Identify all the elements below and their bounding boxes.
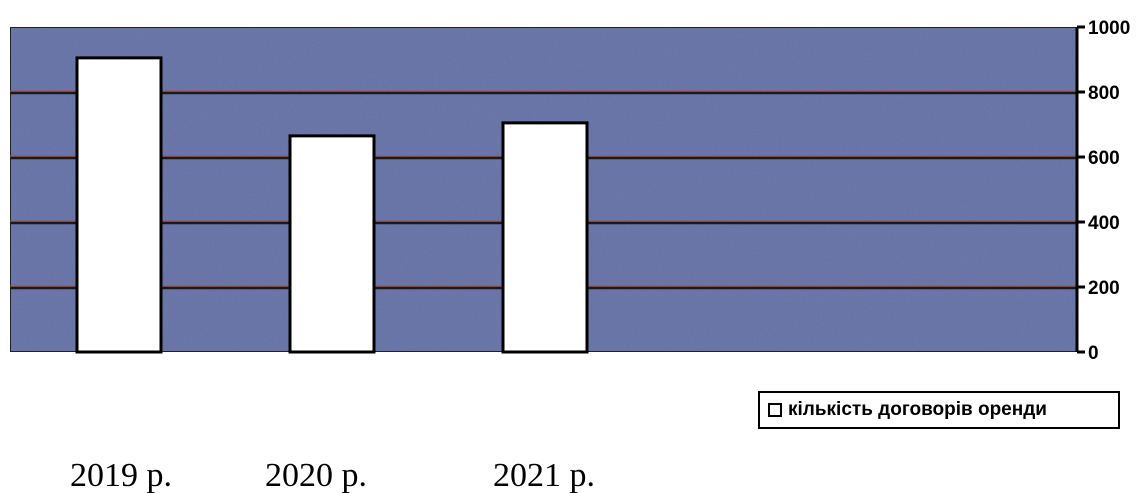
y-tick-label: 400 [1088, 213, 1120, 234]
legend-swatch [768, 403, 782, 417]
category-label: 2021 р. [493, 457, 595, 493]
bar [75, 56, 163, 354]
y-tick-label: 0 [1088, 343, 1099, 364]
y-tick-label: 1000 [1088, 18, 1130, 39]
bar [288, 134, 376, 354]
legend-label: кількість договорів оренди [788, 399, 1047, 420]
category-label: 2020 р. [265, 457, 367, 493]
y-tick-label: 600 [1088, 148, 1120, 169]
category-label: 2019 р. [70, 457, 172, 493]
legend: кількість договорів оренди [758, 391, 1120, 429]
y-tick-label: 200 [1088, 278, 1120, 299]
y-tick-label: 800 [1088, 83, 1120, 104]
bar [501, 121, 589, 354]
